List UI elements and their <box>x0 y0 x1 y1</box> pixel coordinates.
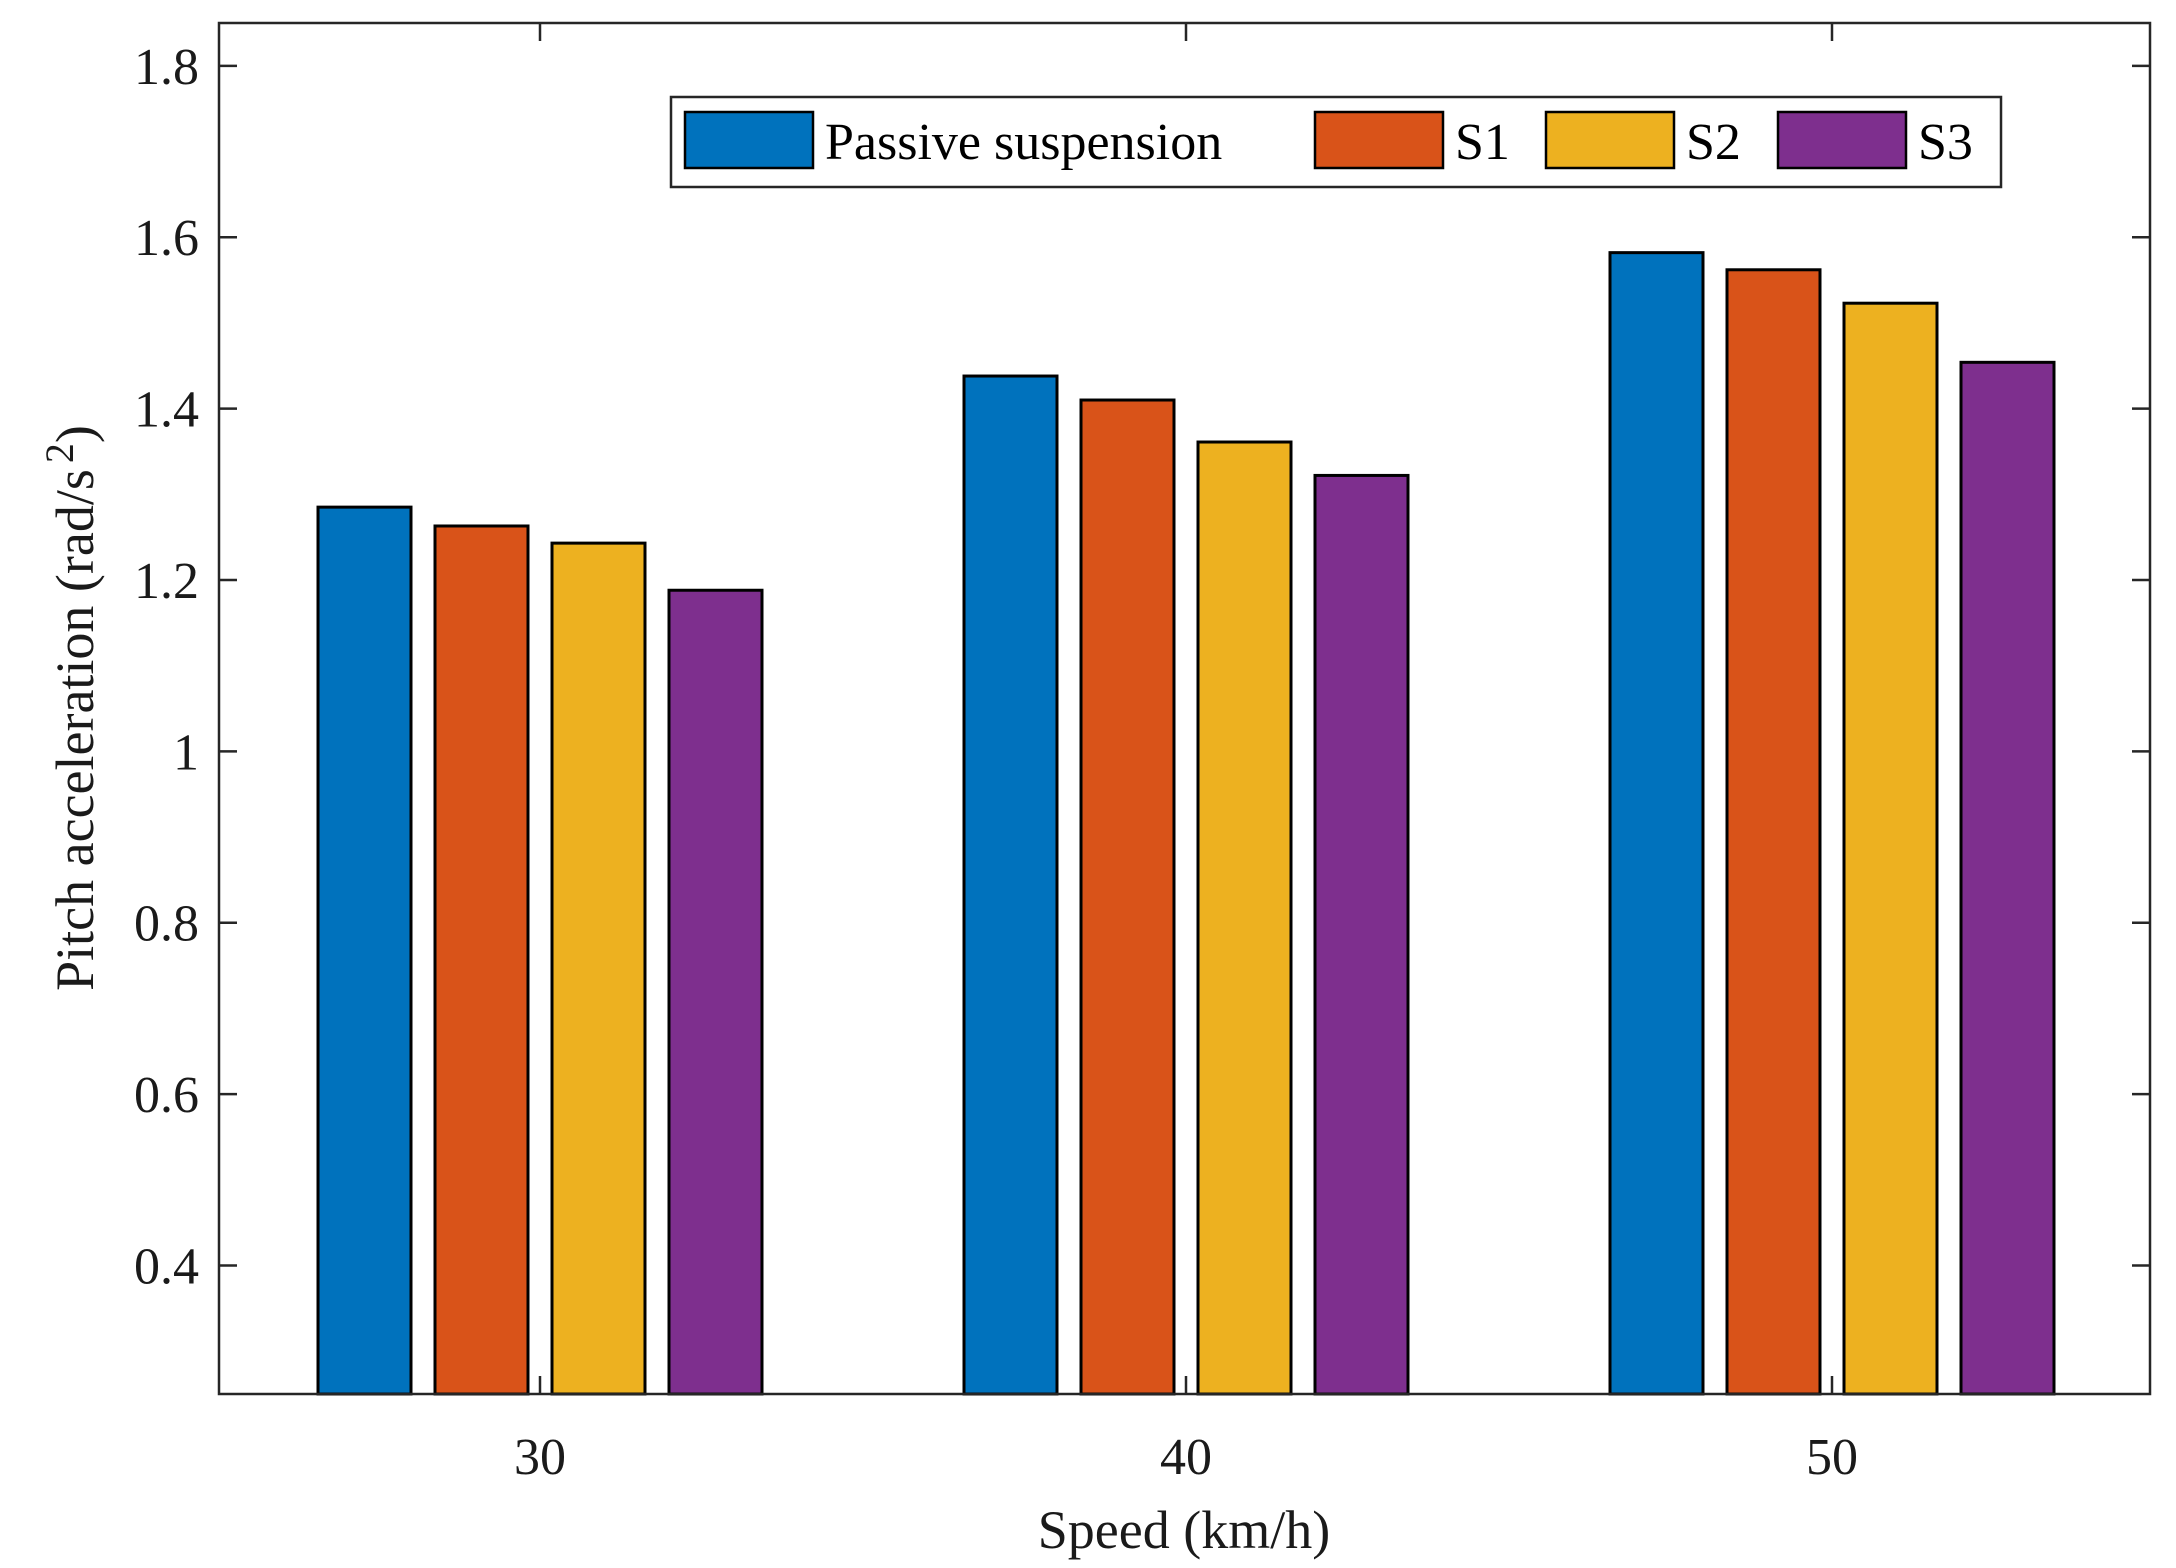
axes-box <box>217 21 2152 1396</box>
bar-s2-30 <box>550 541 647 1396</box>
bar-passive-suspension-40 <box>962 374 1059 1396</box>
y-tick-label: 1.2 <box>134 553 199 610</box>
bar-s2-40 <box>1196 440 1293 1396</box>
legend: Passive suspension S1 S2 S3 <box>669 95 2003 189</box>
x-tick-label: 30 <box>514 1429 566 1486</box>
legend-label: S3 <box>1918 114 1973 171</box>
y-tick-label: 0.8 <box>134 896 199 953</box>
legend-swatch-s1 <box>1313 110 1445 170</box>
bar-passive-suspension-50 <box>1608 251 1705 1396</box>
bar-s1-50 <box>1725 268 1822 1396</box>
y-tick-label: 1 <box>173 724 199 781</box>
plot-area <box>219 23 2150 1394</box>
legend-label: S1 <box>1455 114 1510 171</box>
bar-s2-50 <box>1842 301 1939 1396</box>
y-tick-label: 0.4 <box>134 1238 199 1295</box>
y-axis-label-superscript: 2 <box>37 443 82 463</box>
x-tick-label: 40 <box>1160 1429 1212 1486</box>
bar-s3-40 <box>1313 473 1410 1396</box>
y-axis-label: Pitch acceleration (rad/s 2) <box>37 425 105 991</box>
legend-swatch-s3 <box>1776 110 1908 170</box>
y-axis-label-close: ) <box>45 425 105 443</box>
y-tick-label: 1.4 <box>134 382 199 439</box>
x-axis-label: Speed (km/h) <box>1038 1500 1330 1560</box>
y-axis-label-main: Pitch acceleration (rad/s <box>45 469 105 991</box>
y-tick-label: 1.8 <box>134 39 199 96</box>
legend-swatch-passive-suspension <box>683 110 815 170</box>
bar-s3-30 <box>667 588 764 1396</box>
y-tick-label: 0.6 <box>134 1067 199 1124</box>
bars-layer <box>316 251 2056 1396</box>
legend-swatch-s2 <box>1544 110 1676 170</box>
y-tick-label: 1.6 <box>134 210 199 267</box>
bar-s3-50 <box>1959 360 2056 1396</box>
legend-label: S2 <box>1686 114 1741 171</box>
bar-s1-30 <box>433 524 530 1396</box>
bar-s1-40 <box>1079 398 1176 1396</box>
ticks-layer: 0.4 0.6 0.8 1 1.2 1.4 1.6 1.8 30 40 50 <box>134 23 2150 1486</box>
bar-passive-suspension-30 <box>316 505 413 1396</box>
x-tick-label: 50 <box>1806 1429 1858 1486</box>
axes-layer <box>217 21 2152 1396</box>
legend-label: Passive suspension <box>825 114 1222 171</box>
